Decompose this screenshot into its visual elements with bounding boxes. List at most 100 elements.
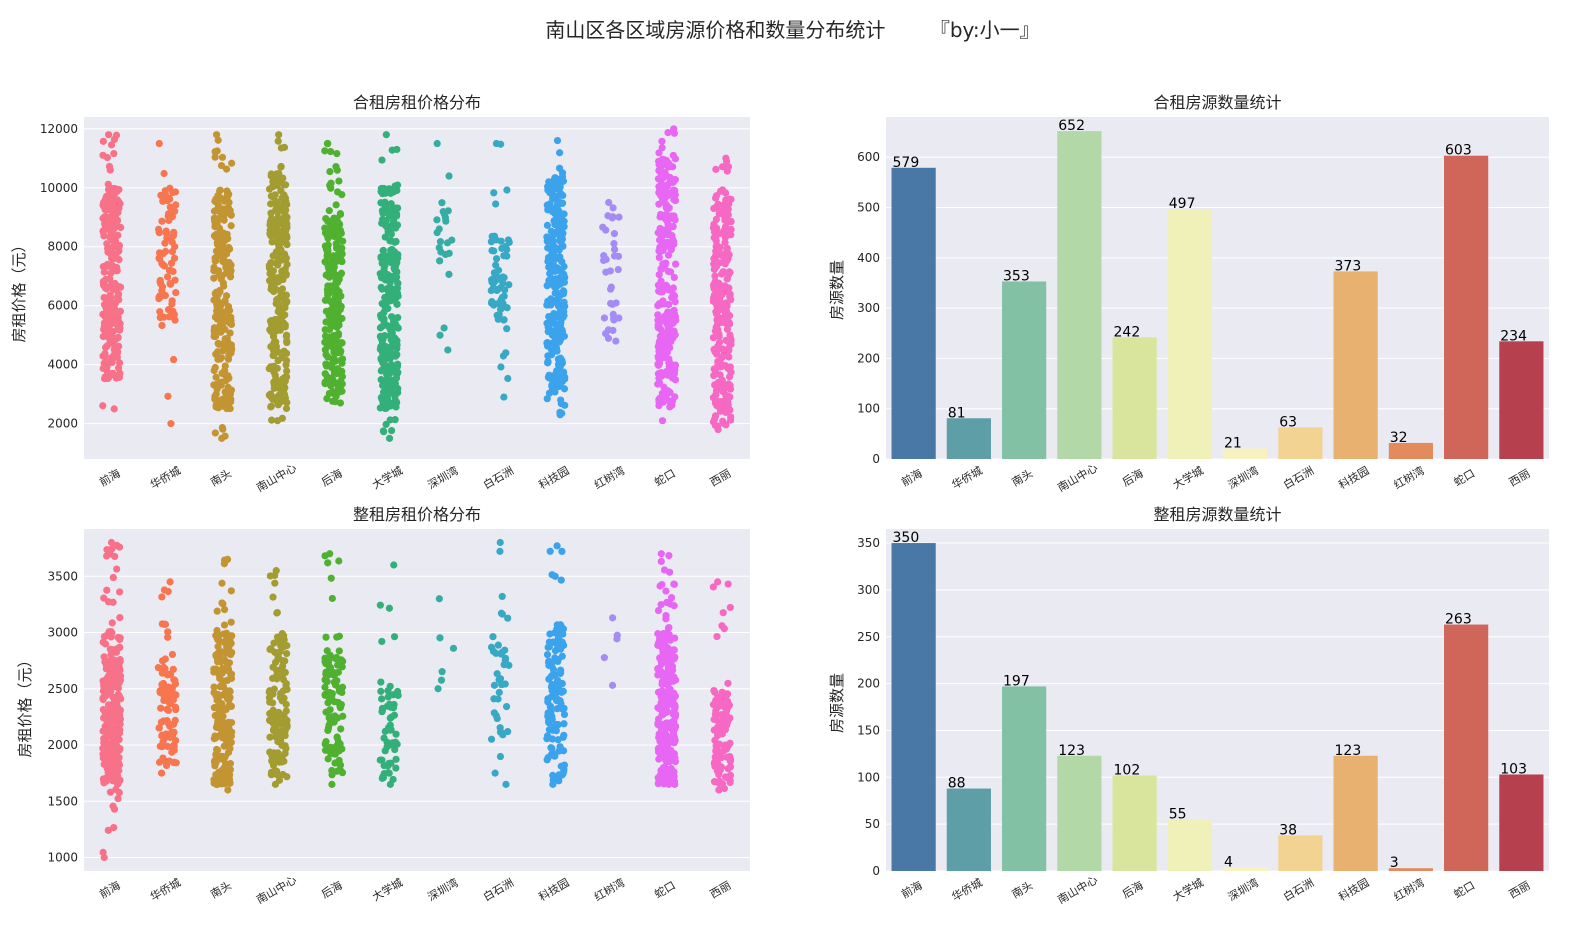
point (715, 229, 724, 238)
point (490, 681, 499, 689)
point (223, 676, 232, 684)
point (717, 398, 725, 406)
point (657, 325, 665, 333)
point (267, 209, 275, 217)
point (107, 747, 115, 755)
bar (1278, 427, 1323, 459)
point (214, 348, 222, 356)
point (217, 275, 225, 283)
bar (1388, 868, 1433, 871)
point (725, 365, 734, 374)
point (724, 163, 733, 171)
point (215, 656, 223, 664)
point (545, 389, 554, 397)
point (226, 693, 234, 702)
y-tick-label: 0 (872, 452, 880, 466)
point (544, 717, 553, 725)
point (172, 759, 180, 767)
point (670, 646, 678, 654)
point (377, 354, 385, 362)
point (545, 178, 553, 186)
point (158, 732, 166, 740)
point (555, 290, 563, 298)
point (116, 720, 124, 728)
point (283, 367, 291, 375)
point (99, 750, 107, 758)
point (278, 414, 287, 422)
point (666, 699, 674, 708)
point (555, 364, 564, 372)
point (668, 178, 677, 187)
point (170, 228, 178, 236)
point (221, 690, 229, 698)
point (438, 668, 446, 676)
point (667, 360, 675, 368)
point (110, 694, 119, 702)
chart-shared-price: 2000 4000 6000 8000 10000 12000 合租房租价格分布房租价格（元… (10, 93, 750, 495)
point (382, 131, 390, 139)
point (548, 259, 556, 267)
point (553, 705, 561, 713)
plot-background (84, 117, 750, 459)
y-tick-label: 2500 (47, 682, 78, 696)
point (272, 396, 280, 405)
point (727, 231, 735, 239)
chart-title: 整租房源数量统计 (1153, 505, 1281, 524)
point (115, 243, 123, 251)
point (105, 131, 113, 139)
point (281, 303, 289, 312)
point (670, 580, 678, 588)
point (549, 666, 558, 674)
point (272, 197, 280, 206)
point (279, 657, 287, 665)
point (322, 738, 330, 746)
x-tick-label: 白石洲 (1281, 875, 1317, 904)
point (327, 382, 335, 390)
point (103, 342, 111, 350)
x-tick-label: 南山中心 (254, 461, 299, 494)
point (662, 283, 670, 291)
point (109, 802, 117, 810)
point (101, 331, 109, 339)
point (671, 692, 679, 700)
point (503, 252, 511, 260)
point (321, 338, 329, 346)
point (104, 224, 112, 232)
point (215, 379, 223, 388)
point (544, 352, 552, 360)
x-tick-label: 前海 (899, 878, 925, 901)
point (548, 381, 556, 389)
point (715, 740, 723, 748)
point (164, 706, 172, 715)
point (668, 374, 677, 382)
point (220, 230, 228, 238)
point (448, 236, 456, 244)
point (220, 779, 228, 788)
point (210, 683, 218, 691)
bar (1444, 624, 1489, 871)
point (99, 137, 107, 145)
bar (1223, 448, 1268, 459)
point (335, 177, 343, 185)
point (115, 788, 123, 797)
point (660, 155, 668, 164)
point (720, 201, 728, 209)
point (726, 381, 734, 389)
point (714, 693, 722, 701)
point (547, 296, 555, 304)
point (266, 230, 274, 238)
point (385, 769, 393, 777)
point (499, 352, 508, 360)
strip-华侨城 (154, 578, 180, 777)
point (332, 653, 341, 662)
point (381, 398, 390, 406)
point (381, 303, 389, 311)
point (659, 348, 667, 356)
point (553, 219, 561, 227)
point (321, 658, 329, 666)
point (655, 401, 663, 410)
point (502, 703, 511, 711)
point (275, 304, 283, 312)
point (158, 260, 166, 268)
point (390, 561, 398, 569)
